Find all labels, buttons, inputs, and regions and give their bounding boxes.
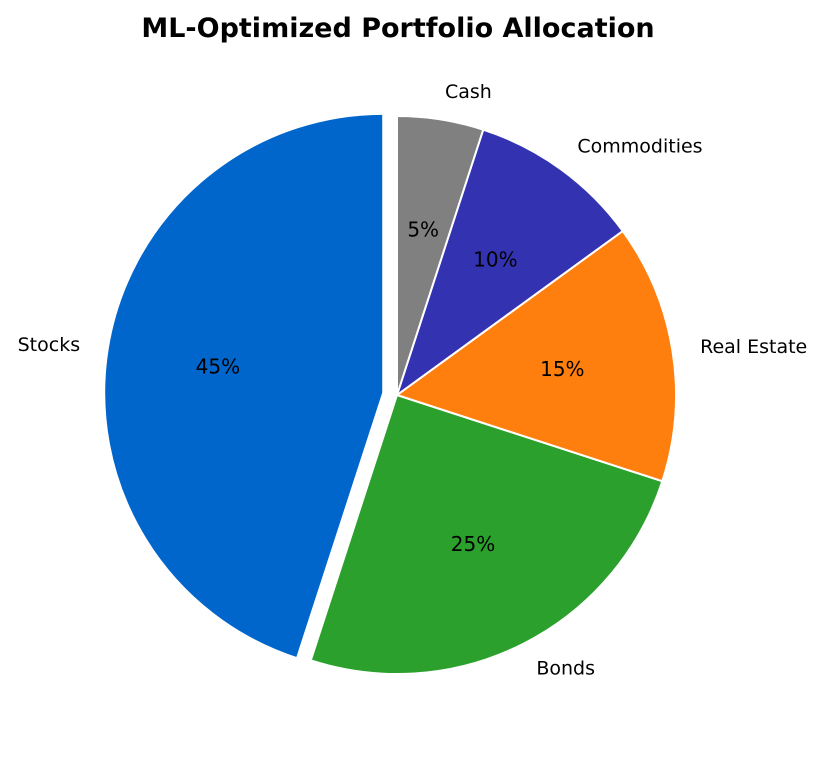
pie-slice-real-estate [394, 229, 677, 483]
pie-slice-commodities [395, 128, 625, 398]
pie-slice-stocks [103, 112, 385, 660]
percent-label: 25% [451, 532, 495, 556]
pie-slice-bonds [309, 393, 664, 675]
percent-label: 15% [540, 357, 584, 381]
percent-label: 45% [196, 355, 240, 379]
percent-label: 5% [407, 218, 439, 242]
chart-title: ML-Optimized Portfolio Allocation [141, 13, 654, 44]
slice-label: Stocks [18, 334, 80, 356]
slice-label: Bonds [536, 657, 595, 679]
percent-label: 10% [473, 248, 517, 272]
slice-label: Real Estate [700, 336, 807, 358]
slice-label: Cash [445, 81, 492, 103]
pie-slice-cash [396, 114, 485, 396]
slice-label: Commodities [577, 136, 702, 158]
